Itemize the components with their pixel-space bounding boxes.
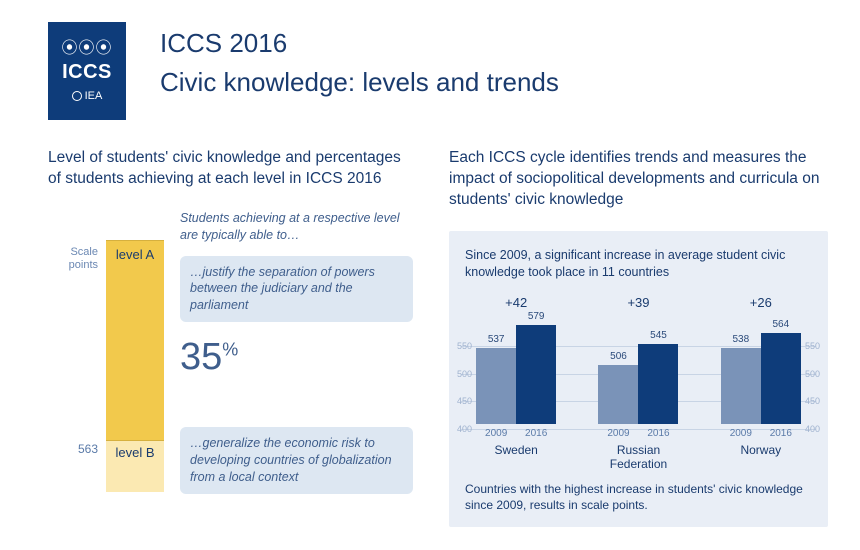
level-a-bubble: …justify the separation of powers betwee… [180,256,413,323]
delta-label: +26 [750,295,772,310]
country-chart: +3950654520092016Russian Federation [587,295,689,469]
scale-axis: Scale points 563 [48,210,106,494]
level-bar: level A level B [106,210,164,494]
scale-break-value: 563 [48,442,98,456]
year-labels: 20092016 [598,428,678,439]
bar-value: 545 [638,330,678,341]
mini-charts: 400400450450500500550550 +42537579200920… [465,295,812,469]
year-label: 2016 [516,428,556,439]
logo-sub: IEA [72,90,103,102]
level-b-band: level B [106,440,164,492]
left-column: Level of students' civic knowledge and p… [48,148,413,527]
bar-value: 506 [598,351,638,362]
logo-org: ICCS [62,61,112,84]
year-label: 2009 [598,428,638,439]
level-a-band: level A [106,240,164,440]
bar-pair: 506545 [598,314,678,424]
year-labels: 20092016 [721,428,801,439]
left-intro: Level of students' civic knowledge and p… [48,148,413,190]
trends-panel: Since 2009, a significant increase in av… [449,231,828,527]
country-chart: +2653856420092016Norway [710,295,812,469]
bar-y2009: 506 [598,365,638,423]
bar-value: 537 [476,334,516,345]
iccs-logo: ⦿⦿⦿ ICCS IEA [48,22,126,120]
delta-label: +39 [627,295,649,310]
panel-caption: Countries with the highest increase in s… [465,481,812,513]
bar-pair: 538564 [721,314,801,424]
right-column: Each ICCS cycle identifies trends and me… [449,148,828,527]
right-intro: Each ICCS cycle identifies trends and me… [449,148,828,211]
bar-value: 564 [761,319,801,330]
page-subtitle: Civic knowledge: levels and trends [160,67,559,98]
bar-y2016: 564 [761,333,801,423]
description-column: Students achieving at a respective level… [164,210,413,494]
globe-icon [72,91,82,101]
bar-pair: 537579 [476,314,556,424]
level-b-bubble: …generalize the economic risk to develop… [180,427,413,494]
lead-text: Students achieving at a respective level… [180,210,413,244]
country-name: Russian Federation [587,443,689,469]
logo-people-icon: ⦿⦿⦿ [61,41,112,57]
year-label: 2016 [638,428,678,439]
scale-label-1: Scale [48,246,98,259]
year-labels: 20092016 [476,428,556,439]
bar-value: 538 [721,334,761,345]
year-label: 2009 [721,428,761,439]
year-label: 2009 [476,428,516,439]
pct-value: 35 [180,336,222,378]
country-chart: +4253757920092016Sweden [465,295,567,469]
logo-sub-text: IEA [85,90,103,102]
bar-y2009: 538 [721,348,761,424]
header: ⦿⦿⦿ ICCS IEA ICCS 2016 Civic knowledge: … [0,0,860,120]
country-name: Norway [740,443,781,469]
country-name: Sweden [494,443,537,469]
level-a-pct: 35% [180,336,413,379]
page-title: ICCS 2016 [160,28,559,59]
bar-value: 579 [516,311,556,322]
panel-lead: Since 2009, a significant increase in av… [465,247,812,281]
scale-label-2: points [48,259,98,272]
bar-y2016: 579 [516,325,556,423]
bar-y2016: 545 [638,344,678,424]
bar-y2009: 537 [476,348,516,423]
year-label: 2016 [761,428,801,439]
delta-label: +42 [505,295,527,310]
titles: ICCS 2016 Civic knowledge: levels and tr… [160,28,559,98]
